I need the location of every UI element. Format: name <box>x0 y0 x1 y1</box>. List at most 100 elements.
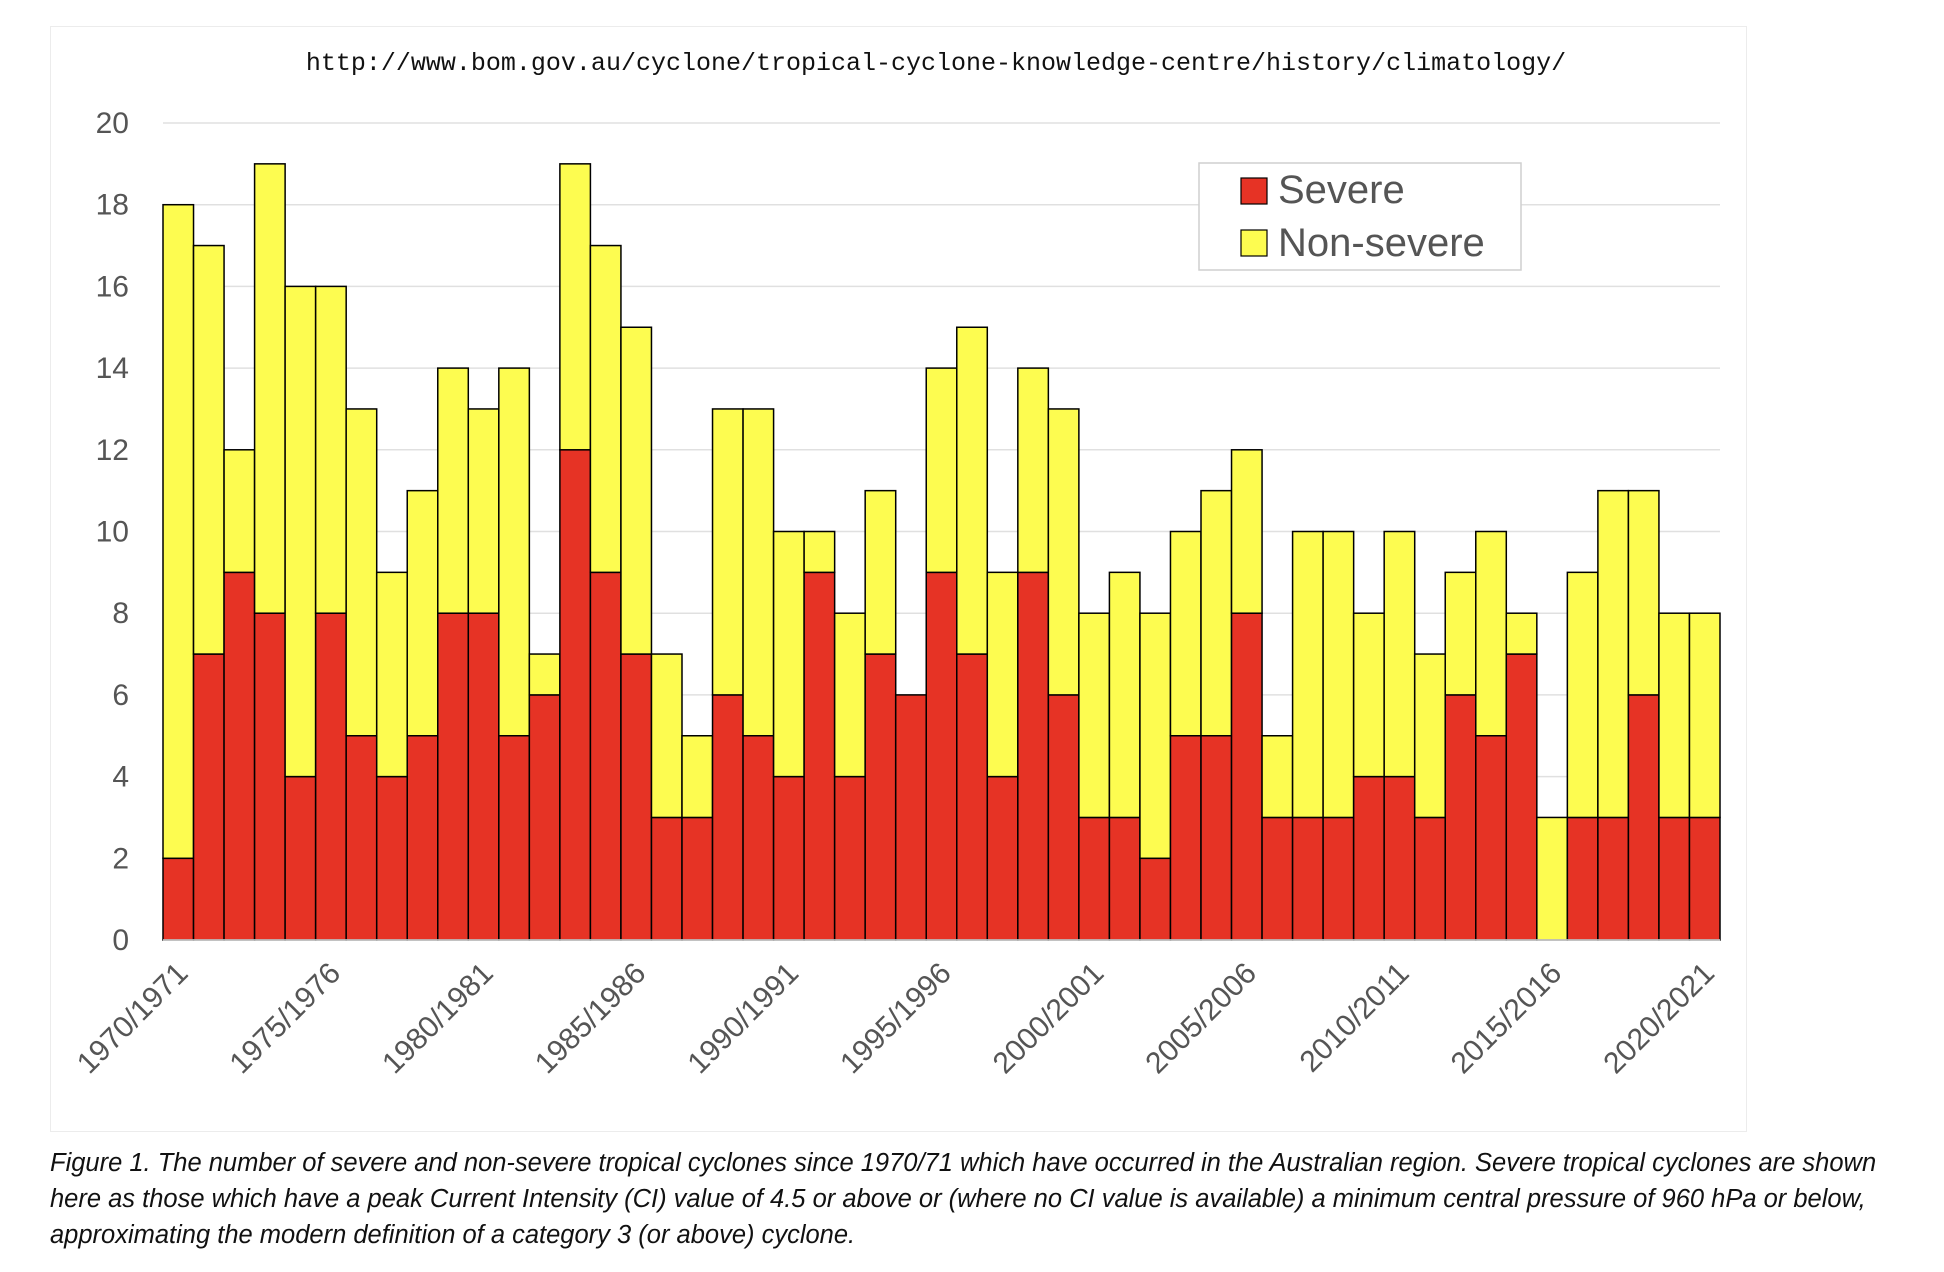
x-tick-label: 1985/1986 <box>529 957 653 1081</box>
y-tick-label: 12 <box>96 434 129 467</box>
legend: Severe Non-severe <box>1198 162 1522 271</box>
bar-non-severe-1988-1989 <box>711 408 744 696</box>
bar-non-severe-1981-1982 <box>498 367 531 737</box>
bar-severe-1995-1996 <box>925 571 958 941</box>
bar-non-severe-1999-2000 <box>1047 408 1080 696</box>
bar-severe-1978-1979 <box>406 735 439 941</box>
y-tick-label: 6 <box>112 679 129 712</box>
bar-severe-1989-1990 <box>742 735 775 941</box>
bar-non-severe-2019-2020 <box>1658 612 1691 819</box>
bar-non-severe-2002-2003 <box>1139 612 1172 860</box>
bar-severe-2000-2001 <box>1078 816 1111 941</box>
bar-non-severe-1977-1978 <box>375 571 408 778</box>
bar-severe-2019-2020 <box>1658 816 1691 941</box>
bar-non-severe-1982-1983 <box>528 653 561 696</box>
bar-severe-2002-2003 <box>1139 857 1172 941</box>
bar-severe-2020-2021 <box>1688 816 1721 941</box>
bar-non-severe-2011-2012 <box>1413 653 1446 819</box>
bar-non-severe-2012-2013 <box>1444 571 1477 696</box>
bar-non-severe-2014-2015 <box>1505 612 1538 655</box>
bar-severe-2011-2012 <box>1413 816 1446 941</box>
bar-non-severe-2004-2005 <box>1200 489 1233 737</box>
bar-non-severe-1995-1996 <box>925 367 958 574</box>
bar-non-severe-1983-1984 <box>559 163 592 451</box>
x-tick-label: 2015/2016 <box>1445 957 1569 1081</box>
bar-severe-1999-2000 <box>1047 694 1080 941</box>
bar-non-severe-1984-1985 <box>589 244 622 574</box>
bar-severe-2008-2009 <box>1322 816 1355 941</box>
x-tick-label: 2010/2011 <box>1294 957 1416 1079</box>
chart-title: http://www.bom.gov.au/cyclone/tropical-c… <box>306 49 1566 78</box>
bar-non-severe-2020-2021 <box>1688 612 1721 819</box>
y-tick-label: 18 <box>96 189 129 222</box>
bar-non-severe-1980-1981 <box>467 408 500 614</box>
bar-severe-1980-1981 <box>467 612 500 941</box>
bar-non-severe-2000-2001 <box>1078 612 1111 819</box>
bar-severe-1987-1988 <box>681 816 714 941</box>
bar-severe-1988-1989 <box>711 694 744 941</box>
x-axis-ticks: 1970/1971 1975/1976 1980/1981 1985/1986 1990… <box>71 957 1721 1081</box>
bar-non-severe-1991-1992 <box>803 530 836 574</box>
legend-label-non-severe: Non-severe <box>1278 221 1485 265</box>
bar-severe-1990-1991 <box>772 775 805 941</box>
bar-non-severe-2013-2014 <box>1475 530 1508 737</box>
bar-severe-1972-1973 <box>223 571 256 941</box>
bar-severe-2016-2017 <box>1566 816 1599 941</box>
bar-severe-1993-1994 <box>864 653 897 941</box>
bar-non-severe-1987-1988 <box>681 735 714 819</box>
bar-severe-2005-2006 <box>1230 612 1263 941</box>
bar-severe-1979-1980 <box>437 612 470 941</box>
x-tick-label: 1995/1996 <box>834 957 958 1081</box>
bar-severe-1986-1987 <box>650 816 683 941</box>
bar-non-severe-2018-2019 <box>1627 489 1660 696</box>
bar-severe-2013-2014 <box>1475 735 1508 941</box>
bar-severe-1970-1971 <box>162 857 195 941</box>
bar-non-severe-2015-2016 <box>1536 816 1569 941</box>
bar-severe-2014-2015 <box>1505 653 1538 941</box>
bar-non-severe-1986-1987 <box>650 653 683 819</box>
bar-severe-2001-2002 <box>1108 816 1141 941</box>
bar-non-severe-2001-2002 <box>1108 571 1141 819</box>
bar-severe-1976-1977 <box>345 735 378 941</box>
bar-non-severe-2016-2017 <box>1566 571 1599 819</box>
bar-non-severe-1973-1974 <box>253 163 286 614</box>
bar-non-severe-1975-1976 <box>314 285 347 614</box>
bar-non-severe-1996-1997 <box>956 326 989 655</box>
bar-severe-2004-2005 <box>1200 735 1233 941</box>
bar-severe-1977-1978 <box>375 775 408 941</box>
bar-severe-1991-1992 <box>803 571 836 941</box>
bar-non-severe-2007-2008 <box>1291 530 1324 819</box>
bar-non-severe-1978-1979 <box>406 489 439 737</box>
bar-non-severe-1998-1999 <box>1017 367 1050 574</box>
bar-severe-1996-1997 <box>956 653 989 941</box>
bar-severe-1997-1998 <box>986 775 1019 941</box>
bar-non-severe-2009-2010 <box>1352 612 1385 778</box>
legend-label-severe: Severe <box>1278 168 1405 212</box>
bar-severe-1981-1982 <box>498 735 531 941</box>
bar-severe-2010-2011 <box>1383 775 1416 941</box>
bar-non-severe-1970-1971 <box>162 203 195 860</box>
bar-severe-2012-2013 <box>1444 694 1477 941</box>
bars <box>162 163 1721 941</box>
y-tick-label: 8 <box>112 597 129 630</box>
bar-non-severe-2005-2006 <box>1230 449 1263 614</box>
bar-non-severe-1993-1994 <box>864 489 897 655</box>
x-tick-label: 2005/2006 <box>1139 957 1263 1081</box>
y-tick-label: 20 <box>96 107 129 140</box>
x-tick-label: 2020/2021 <box>1597 957 1721 1081</box>
figure-caption: Figure 1. The number of severe and non-s… <box>50 1149 1877 1249</box>
bar-non-severe-2003-2004 <box>1169 530 1202 737</box>
bar-non-severe-1990-1991 <box>772 530 805 778</box>
bar-non-severe-2008-2009 <box>1322 530 1355 819</box>
bar-non-severe-1971-1972 <box>192 244 225 655</box>
bar-severe-1992-1993 <box>833 775 866 941</box>
bar-severe-2017-2018 <box>1597 816 1630 941</box>
chart-frame <box>50 26 1747 1132</box>
bar-non-severe-1976-1977 <box>345 408 378 737</box>
bar-non-severe-1974-1975 <box>284 285 317 778</box>
bar-non-severe-1979-1980 <box>437 367 470 614</box>
bar-severe-1975-1976 <box>314 612 347 941</box>
bar-non-severe-1989-1990 <box>742 408 775 737</box>
bar-non-severe-2010-2011 <box>1383 530 1416 778</box>
bar-non-severe-1985-1986 <box>620 326 653 655</box>
